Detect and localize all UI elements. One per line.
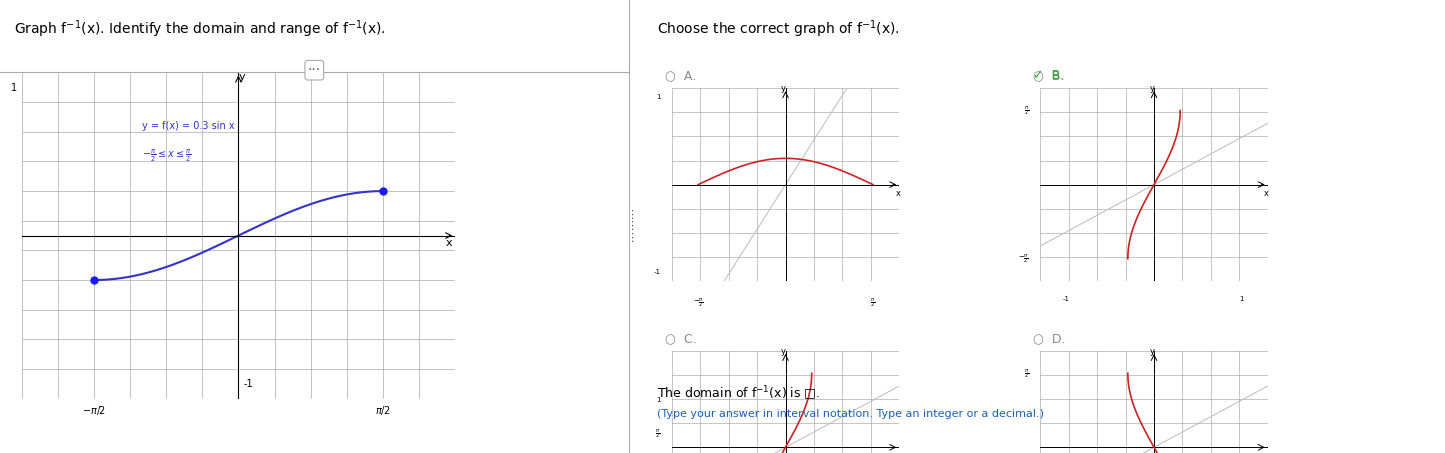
Text: y: y	[780, 347, 786, 356]
Text: ○  A.: ○ A.	[665, 69, 696, 82]
Text: $\frac{\pi}{2}$: $\frac{\pi}{2}$	[656, 427, 660, 439]
Text: ⋮
⋮
⋮: ⋮ ⋮ ⋮	[626, 210, 637, 243]
Text: 1: 1	[1240, 296, 1244, 302]
Text: ○  D.: ○ D.	[1033, 332, 1065, 345]
Text: y: y	[1149, 347, 1155, 356]
Text: -1: -1	[653, 269, 660, 275]
Text: -1: -1	[1064, 296, 1071, 302]
Text: ···: ···	[308, 63, 321, 77]
Text: $\frac{\pi}{2}$: $\frac{\pi}{2}$	[870, 296, 876, 309]
Text: y: y	[238, 72, 246, 82]
Text: x: x	[1264, 189, 1269, 198]
Text: $-\frac{\pi}{2}$: $-\frac{\pi}{2}$	[692, 296, 704, 309]
Text: x: x	[896, 452, 900, 453]
Text: 1: 1	[656, 94, 660, 100]
Text: ✓  B.: ✓ B.	[1033, 69, 1065, 82]
Text: 1: 1	[656, 397, 660, 403]
Text: Graph f$^{-1}$(x). Identify the domain and range of f$^{-1}$(x).: Graph f$^{-1}$(x). Identify the domain a…	[14, 18, 386, 40]
Text: (Type your answer in interval notation. Type an integer or a decimal.): (Type your answer in interval notation. …	[657, 410, 1045, 419]
Text: y: y	[1149, 84, 1155, 93]
Text: x: x	[896, 189, 900, 198]
Text: x: x	[1264, 452, 1269, 453]
Text: $-\frac{\pi}{2}$: $-\frac{\pi}{2}$	[1019, 252, 1029, 265]
Text: ○  C.: ○ C.	[665, 332, 696, 345]
Text: Choose the correct graph of f$^{-1}$(x).: Choose the correct graph of f$^{-1}$(x).	[657, 18, 900, 40]
Text: $-\frac{\pi}{2} \leq x \leq \frac{\pi}{2}$: $-\frac{\pi}{2} \leq x \leq \frac{\pi}{2…	[142, 148, 192, 164]
Text: $\frac{\pi}{2}$: $\frac{\pi}{2}$	[1025, 367, 1029, 380]
Text: y: y	[780, 84, 786, 93]
Text: -1: -1	[243, 379, 253, 389]
Text: $\frac{\pi}{2}$: $\frac{\pi}{2}$	[1025, 104, 1029, 117]
Text: The domain of f$^{-1}$(x) is □.: The domain of f$^{-1}$(x) is □.	[657, 385, 821, 403]
Text: x: x	[447, 238, 452, 248]
Text: ○  B.: ○ B.	[1033, 69, 1065, 82]
Text: y = f(x) = 0.3 sin x: y = f(x) = 0.3 sin x	[142, 121, 234, 131]
